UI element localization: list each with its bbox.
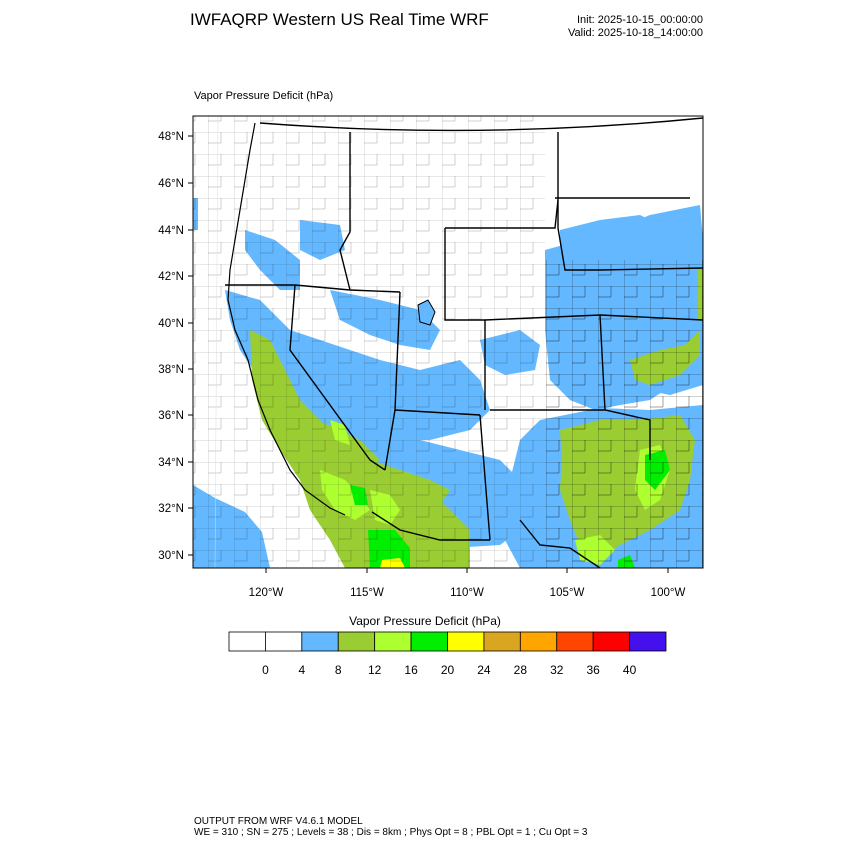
- colorbar-swatch: [483, 631, 521, 652]
- lat-tick-label: 32°N: [158, 503, 184, 515]
- colorbar-tick-label: 24: [477, 663, 491, 677]
- colorbar-swatch: [374, 631, 412, 652]
- run-times: Init: 2025-10-15_00:00:00 Valid: 2025-10…: [568, 14, 703, 40]
- colorbar-tick-label: 40: [623, 663, 637, 677]
- colorbar-swatch: [519, 631, 558, 652]
- map-area: [193, 116, 703, 568]
- colorbar-tick-label: 28: [514, 663, 528, 677]
- map-frame: [192, 115, 704, 569]
- lat-tick-label: 30°N: [158, 550, 184, 562]
- coastline: [227, 122, 346, 516]
- colorbar-tick-label: 20: [441, 663, 455, 677]
- colorbar-swatch: [410, 631, 448, 652]
- latitude-axis: 48°N 46°N 44°N 42°N 40°N 38°N 36°N 34°N 32°N 30°N: [158, 131, 193, 562]
- colorbar: 0 4 8 12 16 20 24 28 32 36 40: [228, 631, 667, 677]
- lat-tick-label: 38°N: [158, 364, 184, 376]
- colorbar-swatch: [301, 631, 339, 652]
- page-title: IWFAQRP Western US Real Time WRF: [190, 10, 489, 29]
- colorbar-tick-label: 12: [368, 663, 382, 677]
- model-config: WE = 310 ; SN = 275 ; Levels = 38 ; Dis …: [194, 827, 588, 838]
- colorbar-title: Vapor Pressure Deficit (hPa): [349, 614, 501, 628]
- field-label: Vapor Pressure Deficit (hPa): [194, 90, 334, 102]
- lat-tick-label: 34°N: [158, 457, 184, 469]
- colorbar-swatch: [629, 631, 667, 652]
- colorbar-swatch: [228, 631, 266, 652]
- colorbar-tick-label: 8: [335, 663, 342, 677]
- colorbar-swatch: [337, 631, 376, 652]
- lat-tick-label: 40°N: [158, 318, 184, 330]
- init-time: Init: 2025-10-15_00:00:00: [577, 14, 703, 26]
- lat-tick-label: 48°N: [158, 131, 184, 143]
- lat-tick-label: 44°N: [158, 225, 184, 237]
- graticule: [214, 116, 219, 568]
- lon-tick-label: 120°W: [249, 587, 284, 599]
- colorbar-tick-label: 32: [550, 663, 564, 677]
- state-boundaries: [225, 117, 703, 568]
- lon-tick-label: 110°W: [450, 587, 484, 599]
- lon-tick-label: 105°W: [550, 587, 585, 599]
- colorbar-swatch: [447, 631, 485, 652]
- model-footer: OUTPUT FROM WRF V4.6.1 MODEL WE = 310 ; …: [194, 816, 587, 838]
- colorbar-swatch: [556, 631, 594, 652]
- lat-tick-label: 36°N: [158, 410, 184, 422]
- lat-tick-label: 46°N: [158, 178, 184, 190]
- colorbar-tick-label: 16: [404, 663, 418, 677]
- valid-time: Valid: 2025-10-18_14:00:00: [568, 27, 703, 39]
- model-version: OUTPUT FROM WRF V4.6.1 MODEL: [194, 816, 363, 827]
- colorbar-tick-label: 0: [262, 663, 269, 677]
- colorbar-tick-label: 36: [586, 663, 600, 677]
- colorbar-swatch: [592, 631, 630, 652]
- lon-tick-label: 115°W: [350, 587, 384, 599]
- longitude-axis: 120°W 115°W 110°W 105°W 100°W: [249, 568, 686, 599]
- lon-tick-label: 100°W: [651, 587, 686, 599]
- colorbar-tick-label: 4: [298, 663, 305, 677]
- lat-tick-label: 42°N: [158, 271, 184, 283]
- colorbar-swatch: [265, 631, 303, 652]
